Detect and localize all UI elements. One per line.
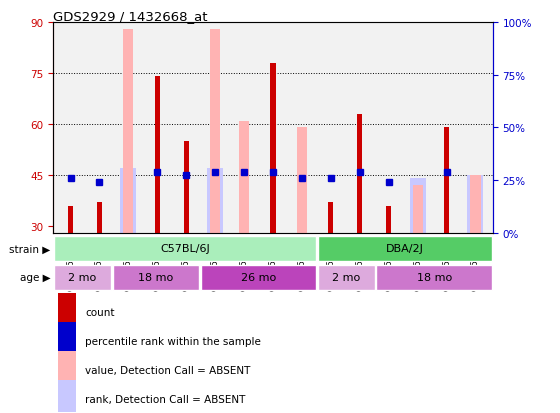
- Text: GDS2929 / 1432668_at: GDS2929 / 1432668_at: [53, 10, 208, 23]
- Bar: [386, 206, 391, 233]
- Text: 26 mo: 26 mo: [241, 273, 276, 283]
- Text: 18 mo: 18 mo: [138, 273, 174, 283]
- Bar: [155, 77, 160, 233]
- Bar: [210, 29, 220, 233]
- Bar: [318, 237, 492, 261]
- Bar: [444, 128, 449, 233]
- Bar: [357, 114, 362, 233]
- Bar: [297, 128, 307, 233]
- Bar: [58, 351, 76, 384]
- Bar: [413, 186, 423, 233]
- Bar: [97, 203, 102, 233]
- Text: rank, Detection Call = ABSENT: rank, Detection Call = ABSENT: [86, 394, 246, 404]
- Text: strain ▶: strain ▶: [9, 244, 50, 254]
- Text: 2 mo: 2 mo: [332, 273, 361, 283]
- Bar: [184, 142, 189, 233]
- Text: 18 mo: 18 mo: [417, 273, 452, 283]
- Bar: [120, 169, 136, 233]
- Bar: [68, 206, 73, 233]
- Bar: [113, 266, 199, 290]
- Bar: [58, 293, 76, 326]
- Bar: [410, 179, 426, 233]
- Bar: [239, 121, 249, 233]
- Text: C57BL/6J: C57BL/6J: [160, 244, 210, 254]
- Bar: [54, 266, 111, 290]
- Bar: [200, 266, 316, 290]
- Text: count: count: [86, 307, 115, 317]
- Text: percentile rank within the sample: percentile rank within the sample: [86, 336, 262, 346]
- Bar: [376, 266, 492, 290]
- Bar: [318, 266, 375, 290]
- Bar: [58, 380, 76, 413]
- Bar: [123, 29, 133, 233]
- Text: DBA/2J: DBA/2J: [386, 244, 424, 254]
- Bar: [58, 322, 76, 355]
- Text: 2 mo: 2 mo: [68, 273, 97, 283]
- Bar: [270, 64, 276, 233]
- Bar: [468, 176, 483, 233]
- Bar: [328, 203, 333, 233]
- Bar: [207, 169, 223, 233]
- Bar: [54, 237, 316, 261]
- Text: value, Detection Call = ABSENT: value, Detection Call = ABSENT: [86, 365, 251, 375]
- Text: age ▶: age ▶: [20, 273, 50, 283]
- Bar: [470, 176, 480, 233]
